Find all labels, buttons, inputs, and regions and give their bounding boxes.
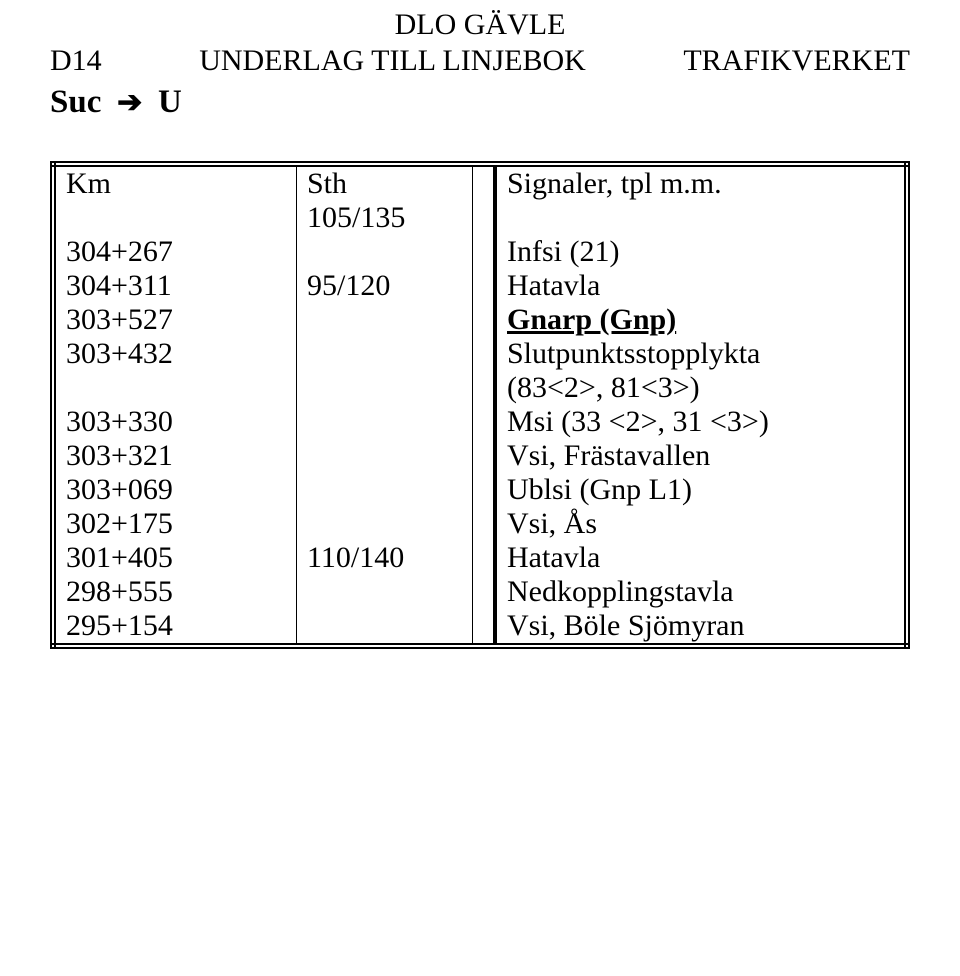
col-sep <box>473 164 496 201</box>
cell-km: 304+311 <box>53 269 297 303</box>
content-table: Km Sth Signaler, tpl m.m. 105/135 304+26… <box>50 161 910 649</box>
table-row: 303+321 Vsi, Frästavallen <box>53 439 907 473</box>
cell-sig: Infsi (21) <box>495 235 907 269</box>
cell-sth: 110/140 <box>297 541 473 575</box>
cell-sig: Vsi, Frästavallen <box>495 439 907 473</box>
cell-sth <box>297 473 473 507</box>
cell-sth <box>297 609 473 646</box>
table-row: 303+432 Slutpunktsstopplykta (83<2>, 81<… <box>53 337 907 405</box>
cell-sig: Ublsi (Gnp L1) <box>495 473 907 507</box>
cell-km: 301+405 <box>53 541 297 575</box>
cell-sig <box>495 201 907 235</box>
cell-km: 303+432 <box>53 337 297 405</box>
cell-sig: Msi (33 <2>, 31 <3>) <box>495 405 907 439</box>
table-row: 105/135 <box>53 201 907 235</box>
cell-sth <box>297 405 473 439</box>
table-row: 304+311 95/120 Hatavla <box>53 269 907 303</box>
table-row: 303+330 Msi (33 <2>, 31 <3>) <box>53 405 907 439</box>
cell-sth <box>297 575 473 609</box>
cell-sth <box>297 235 473 269</box>
table-row: 298+555 Nedkopplingstavla <box>53 575 907 609</box>
table-row: 303+527 Gnarp (Gnp) <box>53 303 907 337</box>
table-wrap: Km Sth Signaler, tpl m.m. 105/135 304+26… <box>50 161 910 649</box>
cell-sig-line1: Slutpunktsstopplykta <box>507 337 894 371</box>
cell-km: 295+154 <box>53 609 297 646</box>
table-row: 301+405 110/140 Hatavla <box>53 541 907 575</box>
cell-km <box>53 201 297 235</box>
table-row: 295+154 Vsi, Böle Sjömyran <box>53 609 907 646</box>
header-center-title: UNDERLAG TILL LINJEBOK <box>102 44 684 78</box>
direction-subhead: Suc ➔ U <box>50 84 910 121</box>
col-sth-header: Sth <box>297 164 473 201</box>
table-row: 304+267 Infsi (21) <box>53 235 907 269</box>
cell-sig: Vsi, Ås <box>495 507 907 541</box>
table-row: 303+069 Ublsi (Gnp L1) <box>53 473 907 507</box>
header-main-row: D14 UNDERLAG TILL LINJEBOK TRAFIKVERKET <box>50 44 910 78</box>
cell-km: 303+527 <box>53 303 297 337</box>
cell-sig-text: Gnarp (Gnp) <box>507 303 676 336</box>
cell-km: 303+321 <box>53 439 297 473</box>
document-page: DLO GÄVLE D14 UNDERLAG TILL LINJEBOK TRA… <box>0 8 960 976</box>
direction-from: Suc <box>50 84 101 120</box>
cell-km: 303+069 <box>53 473 297 507</box>
cell-km: 303+330 <box>53 405 297 439</box>
cell-sth: 95/120 <box>297 269 473 303</box>
cell-km: 304+267 <box>53 235 297 269</box>
cell-sig: Nedkopplingstavla <box>495 575 907 609</box>
cell-sig-line2: (83<2>, 81<3>) <box>507 371 894 405</box>
cell-sth <box>297 337 473 405</box>
cell-sth <box>297 439 473 473</box>
table-row: 302+175 Vsi, Ås <box>53 507 907 541</box>
cell-sig: Hatavla <box>495 541 907 575</box>
cell-sig: Gnarp (Gnp) <box>495 303 907 337</box>
cell-sth <box>297 303 473 337</box>
header-right-org: TRAFIKVERKET <box>683 44 910 78</box>
table-header-row: Km Sth Signaler, tpl m.m. <box>53 164 907 201</box>
col-km-header: Km <box>53 164 297 201</box>
header-region: DLO GÄVLE <box>50 8 910 42</box>
col-sig-header: Signaler, tpl m.m. <box>495 164 907 201</box>
cell-sig: Slutpunktsstopplykta (83<2>, 81<3>) <box>495 337 907 405</box>
cell-km: 298+555 <box>53 575 297 609</box>
direction-arrow-icon: ➔ <box>110 85 150 120</box>
cell-sth: 105/135 <box>297 201 473 235</box>
cell-km: 302+175 <box>53 507 297 541</box>
cell-sig: Vsi, Böle Sjömyran <box>495 609 907 646</box>
header-left-code: D14 <box>50 44 102 78</box>
cell-sig: Hatavla <box>495 269 907 303</box>
cell-sth <box>297 507 473 541</box>
direction-to: U <box>158 84 182 120</box>
